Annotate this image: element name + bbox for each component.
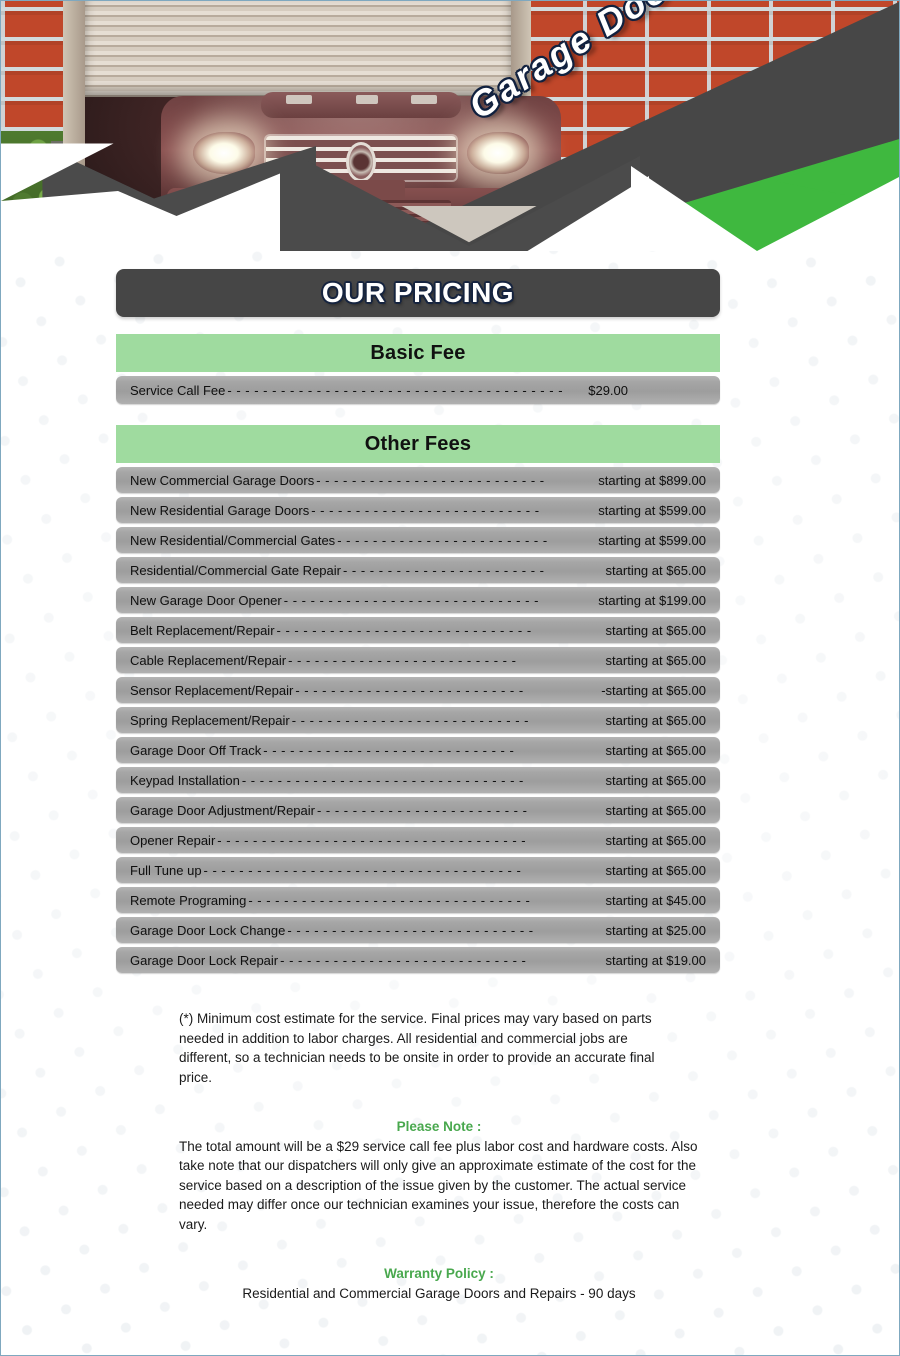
wiper-icon	[411, 95, 437, 104]
fee-label: Sensor Replacement/Repair	[130, 682, 294, 698]
fee-price: starting at $199.00	[598, 592, 706, 608]
fee-row: Opener Repair - - - - - - - - - - - - - …	[116, 827, 720, 853]
fee-label: New Residential Garage Doors	[130, 502, 310, 518]
fee-row: New Residential Garage Doors - - - - - -…	[116, 497, 720, 523]
fee-label: Service Call Fee	[130, 382, 226, 398]
disclaimer-text: (*) Minimum cost estimate for the servic…	[179, 1011, 655, 1085]
fee-leader: - - - - - - - - - - - - - - - - - - - - …	[291, 712, 529, 728]
fee-leader: - - - - - - - - - -- - - - - - - - - - -…	[263, 742, 515, 758]
fee-price: starting at $65.00	[605, 832, 706, 848]
page-title: OUR PRICING	[321, 277, 515, 308]
fee-label: Garage Door Lock Repair	[130, 952, 279, 968]
fee-label: Garage Door Lock Change	[130, 922, 286, 938]
fee-row: Full Tune up - - - - - - - - - - - - - -…	[116, 857, 720, 883]
fee-leader: - - - - - - - - - - - - - - - - - - - - …	[311, 502, 540, 518]
fee-price: starting at $45.00	[605, 892, 706, 908]
fee-row: Spring Replacement/Repair - - - - - - - …	[116, 707, 720, 733]
fee-price: starting at $599.00	[598, 532, 706, 548]
fee-row: Remote Programing - - - - - - - - - - - …	[116, 887, 720, 913]
car-emblem-icon	[346, 142, 376, 182]
fee-row: Service Call Fee - - - - - - - - - - - -…	[116, 376, 720, 404]
fee-leader: - - - - - - - - - - - - - - - - - - - - …	[203, 862, 522, 878]
fee-label: New Residential/Commercial Gates	[130, 532, 336, 548]
footer-notes: (*) Minimum cost estimate for the servic…	[179, 1009, 699, 1303]
fee-leader: - - - - - - - - - - - - - - - - - - - - …	[342, 562, 545, 578]
fee-row: Garage Door Lock Change - - - - - - - - …	[116, 917, 720, 943]
pricing-title-bar: OUR PRICING	[116, 269, 720, 317]
fee-label: Residential/Commercial Gate Repair	[130, 562, 341, 578]
fee-row: New Commercial Garage Doors - - - - - - …	[116, 467, 720, 493]
section-title: Basic Fee	[370, 341, 466, 364]
fee-row: Garage Door Adjustment/Repair - - - - - …	[116, 797, 720, 823]
fee-price: starting at $65.00	[605, 562, 706, 578]
fee-label: Full Tune up	[130, 862, 202, 878]
notes-spacer	[179, 1087, 699, 1117]
please-note-heading: Please Note :	[396, 1119, 482, 1134]
fee-price: starting at $19.00	[605, 952, 706, 968]
wiper-icon	[356, 95, 378, 104]
fee-leader: - - - - - - - - - - - - - - - - - - - - …	[280, 952, 527, 968]
fee-leader: - - - - - - - - - - - - - - - - - - - - …	[288, 652, 517, 668]
fee-row: Residential/Commercial Gate Repair - - -…	[116, 557, 720, 583]
fee-leader: - - - - - - - - - - - - - - - - - - - - …	[276, 622, 532, 638]
fee-label: Belt Replacement/Repair	[130, 622, 275, 638]
warranty-body: Residential and Commercial Garage Doors …	[242, 1285, 636, 1301]
fee-price: starting at $65.00	[605, 712, 706, 728]
fee-label: Keypad Installation	[130, 772, 240, 788]
fee-leader: - - - - - - - - - - - - - - - - - - - - …	[337, 532, 548, 548]
fee-label: Remote Programing	[130, 892, 247, 908]
fee-label: New Garage Door Opener	[130, 592, 282, 608]
fee-label: Garage Door Off Track	[130, 742, 262, 758]
pricing-panel: OUR PRICING Basic Fee Service Call Fee -…	[116, 269, 720, 977]
fee-label: Spring Replacement/Repair	[130, 712, 290, 728]
fee-leader: - - - - - - - - - - - - - - - - - - - - …	[283, 592, 539, 608]
wiper-icon	[286, 95, 312, 104]
fee-leader: - - - - - - - - - - - - - - - - - - - - …	[241, 772, 524, 788]
fee-leader: - - - - - - - - - - - - - - - - - - - - …	[316, 472, 545, 488]
fee-row: Garage Door Off Track - - - - - - - - - …	[116, 737, 720, 763]
fee-leader: - - - - - - - - - - - - - - - - - - - - …	[227, 382, 564, 398]
section-header-basic-fee: Basic Fee	[116, 334, 720, 372]
fee-label: Opener Repair	[130, 832, 216, 848]
rolling-garage-door-icon	[85, 1, 511, 97]
fee-row: Cable Replacement/Repair - - - - - - - -…	[116, 647, 720, 673]
fee-label: Garage Door Adjustment/Repair	[130, 802, 315, 818]
fee-row: New Garage Door Opener - - - - - - - - -…	[116, 587, 720, 613]
fee-price: starting at $899.00	[598, 472, 706, 488]
please-note-body: The total amount will be a $29 service c…	[179, 1138, 698, 1232]
fee-leader: - - - - - - - - - - - - - - - - - - - - …	[248, 892, 531, 908]
section-header-other-fees: Other Fees	[116, 425, 720, 463]
fee-price: starting at $599.00	[598, 502, 706, 518]
fee-leader: - - - - - - - - - - - - - - - - - - - - …	[316, 802, 528, 818]
fee-price: starting at $65.00	[605, 742, 706, 758]
fee-label: New Commercial Garage Doors	[130, 472, 315, 488]
fee-label: Cable Replacement/Repair	[130, 652, 287, 668]
fee-price: starting at $65.00	[605, 862, 706, 878]
fee-price: starting at $65.00	[605, 652, 706, 668]
fee-row: New Residential/Commercial Gates - - - -…	[116, 527, 720, 553]
hero-banner: Garage Door Service	[1, 1, 899, 251]
fee-price: starting at $65.00	[605, 772, 706, 788]
warranty-heading: Warranty Policy :	[384, 1266, 494, 1281]
fee-leader: - - - - - - - - - - - - - - - - - - - - …	[217, 832, 527, 848]
fee-price: starting at $65.00	[605, 622, 706, 638]
fee-row: Keypad Installation - - - - - - - - - - …	[116, 767, 720, 793]
section-title: Other Fees	[364, 432, 472, 455]
fee-price: $29.00	[588, 382, 628, 398]
fee-price: starting at $65.00	[605, 802, 706, 818]
fee-leader: - - - - - - - - - - - - - - - - - - - - …	[287, 922, 534, 938]
fee-price: -starting at $65.00	[601, 682, 706, 698]
section-spacer	[116, 408, 720, 425]
fee-row: Belt Replacement/Repair - - - - - - - - …	[116, 617, 720, 643]
notes-spacer	[179, 1234, 699, 1264]
fee-row: Garage Door Lock Repair - - - - - - - - …	[116, 947, 720, 973]
fee-leader: - - - - - - - - - - - - - - - - - - - - …	[295, 682, 524, 698]
fee-price: starting at $25.00	[605, 922, 706, 938]
fee-row: Sensor Replacement/Repair - - - - - - - …	[116, 677, 720, 703]
headlight-icon	[467, 132, 529, 174]
headlight-icon	[193, 132, 255, 174]
